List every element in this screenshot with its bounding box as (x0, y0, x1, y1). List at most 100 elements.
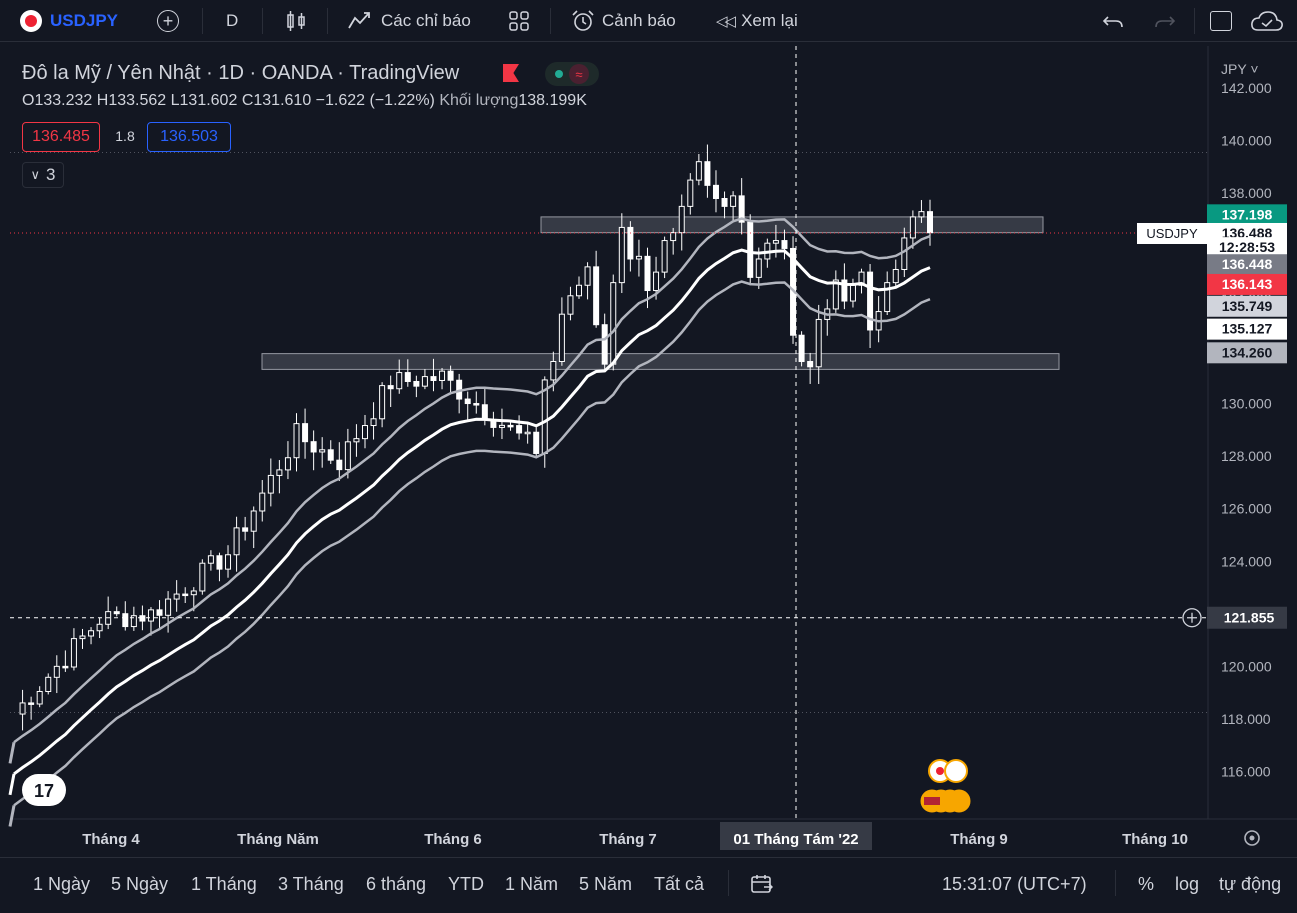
auto-scale-button[interactable]: tự động (1219, 858, 1281, 910)
time-tick-label: Tháng 4 (82, 831, 140, 848)
change-value: −1.622 (−1.22%) (315, 92, 435, 109)
candle-up (319, 449, 326, 453)
price-tick-label: 118.000 (1221, 711, 1271, 727)
log-scale-button[interactable]: log (1175, 858, 1199, 910)
collapse-indicators-button[interactable]: ∨ 3 (22, 162, 64, 188)
candle-down (927, 211, 933, 234)
price-tick-label: 124.000 (1221, 553, 1272, 569)
layout-button[interactable] (1210, 0, 1232, 42)
open-label: O (22, 92, 35, 109)
timezone-button[interactable]: 15:31:07 (UTC+7) (942, 858, 1087, 910)
replay-label: Xem lại (741, 11, 798, 30)
candle-down (182, 593, 189, 597)
symbol-search[interactable]: USDJPY (20, 0, 118, 42)
candles-icon (287, 11, 305, 31)
divider (1115, 870, 1116, 896)
us-event-icon[interactable] (947, 789, 971, 813)
candle-up (755, 258, 762, 278)
add-symbol-button[interactable]: + (157, 0, 179, 42)
us-event-icon[interactable] (944, 759, 968, 783)
cloud-save-button[interactable] (1250, 0, 1284, 42)
candle-down (336, 459, 343, 471)
candle-up (661, 240, 668, 273)
market-status-badge[interactable] (503, 64, 519, 82)
range-button[interactable]: YTD (448, 858, 484, 910)
interval-button[interactable]: D (226, 0, 238, 42)
candle-up (918, 211, 925, 218)
currency-label[interactable]: JPY ˅ (1221, 61, 1259, 77)
candle-up (344, 441, 351, 471)
range-bar: 1 Ngày 5 Ngày 1 Tháng 3 Tháng 6 tháng YTD 1 Nă… (0, 857, 1297, 913)
band-upper (13, 217, 931, 744)
price-label-box (1207, 254, 1287, 276)
price-label: 137.198 (1222, 206, 1273, 222)
price-label: 135.749 (1222, 298, 1273, 314)
date-range-button[interactable] (750, 858, 774, 910)
indicator-count: 3 (46, 165, 56, 184)
candle-up (267, 474, 274, 494)
log-label: log (1175, 873, 1200, 894)
candle-up (567, 295, 574, 315)
range-button[interactable]: 6 tháng (366, 858, 426, 910)
range-button[interactable]: 1 Năm (505, 858, 558, 910)
price-tick-label: 126.000 (1221, 501, 1272, 517)
candle-down (533, 431, 540, 454)
price-label: 136.143 (1222, 276, 1273, 292)
tradingview-logo-icon[interactable]: 17 (34, 781, 54, 801)
session-status-badge[interactable]: ≈ (545, 62, 599, 86)
chart-area[interactable]: 142.000140.000138.000136.000134.000132.0… (0, 46, 1297, 857)
price-label: 135.127 (1222, 321, 1273, 337)
price-label-box (1207, 204, 1287, 226)
gear-icon[interactable] (1244, 830, 1260, 846)
templates-button[interactable] (508, 0, 530, 42)
candle-down (139, 615, 146, 622)
open-value: 133.232 (34, 92, 93, 109)
sr-zone[interactable] (261, 353, 1060, 370)
flag-icon (20, 10, 42, 32)
plus-icon (1187, 612, 1197, 623)
candle-up (730, 195, 737, 207)
range-label: 1 Năm (505, 873, 559, 894)
undo-button[interactable] (1102, 0, 1126, 42)
candle-up (70, 638, 77, 668)
legend-title: Đô la Mỹ / Yên Nhật · 1D · OANDA · Tradi… (22, 62, 460, 84)
alert-button[interactable]: Cảnh báo (570, 0, 676, 42)
range-button[interactable]: 1 Ngày (33, 858, 90, 910)
indicators-button[interactable]: Các chỉ báo (347, 0, 471, 42)
candle-up (96, 623, 103, 632)
range-button[interactable]: 1 Tháng (191, 858, 257, 910)
candle-up (832, 279, 839, 310)
candle-up (584, 266, 591, 286)
range-button[interactable]: 3 Tháng (278, 858, 344, 910)
price-chart[interactable]: 142.000140.000138.000136.000134.000132.0… (0, 46, 1297, 857)
chart-type-button[interactable] (285, 0, 307, 42)
band-middle (13, 248, 931, 776)
indicators-icon (348, 12, 370, 29)
candle-up (19, 702, 26, 715)
replay-button[interactable]: ◁◁ Xem lại (716, 0, 798, 42)
percent-scale-button[interactable]: % (1138, 858, 1154, 910)
price-tick-label: 128.000 (1221, 448, 1272, 464)
candle-up (421, 376, 428, 387)
candle-down (216, 555, 223, 570)
buy-button[interactable]: 136.503 (147, 122, 231, 152)
candle-up (610, 282, 617, 365)
chevron-down-icon: ∨ (30, 167, 41, 182)
sell-button[interactable]: 136.485 (22, 122, 100, 152)
candle-up (772, 240, 779, 244)
crosshair-date-box (720, 822, 872, 850)
price-tick-label: 130.000 (1221, 396, 1272, 412)
band-start-segment (8, 742, 16, 764)
redo-button[interactable] (1152, 0, 1176, 42)
range-button[interactable]: 5 Ngày (111, 858, 168, 910)
candle-down (704, 161, 711, 186)
candle-up (207, 555, 214, 564)
candle-up (858, 271, 865, 286)
candle-down (481, 404, 488, 421)
divider (202, 8, 203, 34)
price-label: 134.260 (1222, 344, 1273, 360)
range-button[interactable]: 5 Năm (579, 858, 632, 910)
range-button[interactable]: Tất cả (654, 858, 704, 910)
candle-down (464, 398, 471, 405)
open-dot-icon (555, 70, 563, 78)
